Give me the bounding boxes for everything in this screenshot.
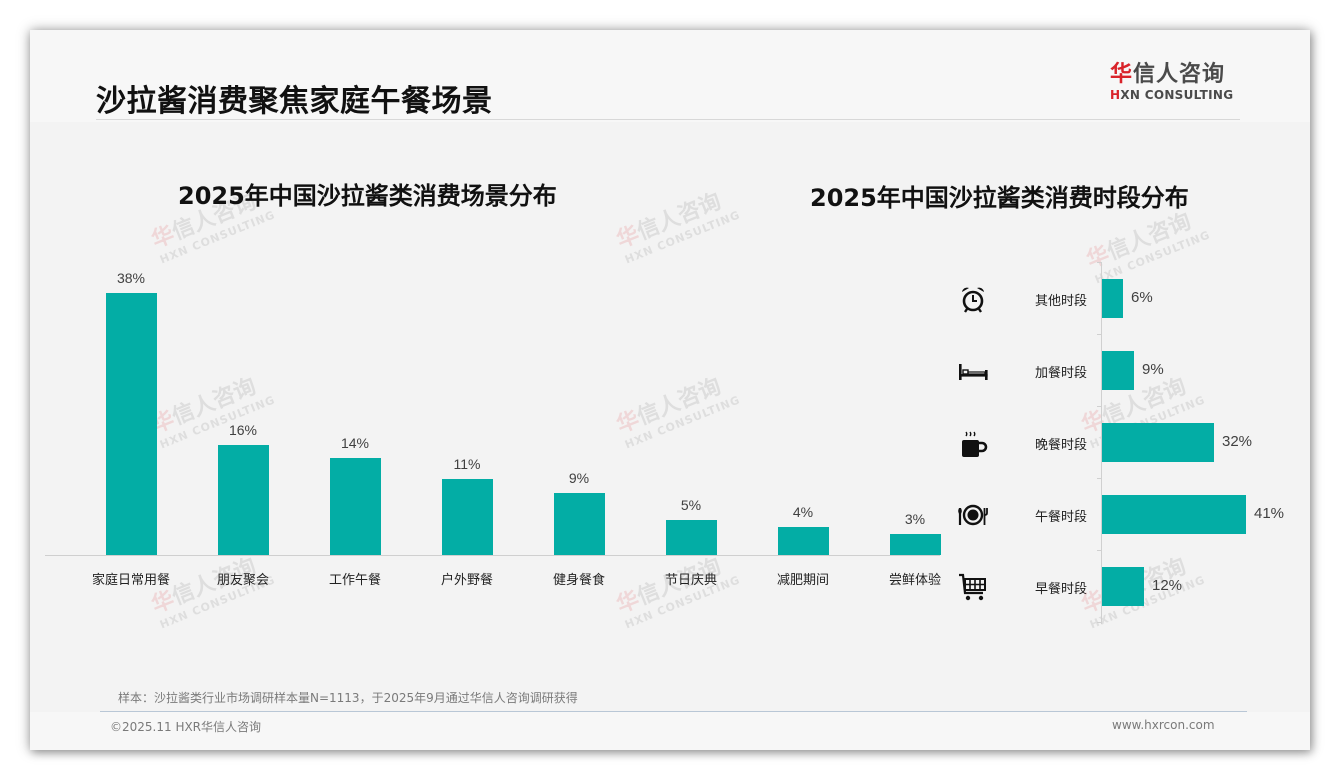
axis-tick: [1097, 406, 1101, 407]
axis-tick: [1097, 550, 1101, 551]
logo-en-mark: H: [1110, 88, 1121, 102]
bar-1: [1102, 351, 1134, 390]
category-label: 晚餐时段: [1035, 438, 1088, 453]
website-link[interactable]: www.hxrcon.com: [1112, 718, 1215, 732]
category-label: 工作午餐: [328, 573, 381, 588]
title-divider: [96, 119, 1240, 120]
scene-bar-chart: 38% 家庭日常用餐 16% 朋友聚会 14% 工作午餐 11% 户外野餐 9% 健身餐食 5% 节日…: [45, 260, 941, 590]
brand-logo: 华信人咨询 HXN CONSULTING: [1110, 62, 1240, 102]
category-label: 减肥期间: [776, 573, 829, 588]
bar-3: [1102, 495, 1246, 534]
bar-value-label: 14%: [340, 435, 370, 451]
bar-1: [218, 445, 269, 555]
bar-value-label: 41%: [1254, 505, 1285, 522]
category-label: 加餐时段: [1035, 366, 1088, 381]
bar-5: [666, 520, 717, 555]
bar-0: [106, 293, 157, 555]
header-band: [30, 30, 1310, 122]
page-title: 沙拉酱消费聚焦家庭午餐场景: [96, 84, 493, 119]
bar-7: [890, 534, 941, 555]
bar-0: [1102, 279, 1123, 318]
hot-cup-icon: [957, 427, 989, 459]
category-label: 健身餐食: [552, 573, 605, 588]
copyright: ©2025.11 HXR华信人咨询: [110, 720, 262, 734]
axis-tick: [1097, 622, 1101, 623]
bar-value-label: 12%: [1152, 577, 1183, 594]
bar-value-label: 9%: [568, 470, 590, 486]
logo-cn-text: 信人咨询: [1133, 62, 1226, 87]
bar-value-label: 6%: [1131, 289, 1153, 306]
logo-mark: 华: [1110, 62, 1134, 87]
category-label: 家庭日常用餐: [91, 573, 170, 588]
footer-band: [30, 712, 1310, 750]
category-label: 早餐时段: [1035, 582, 1088, 597]
plate-cutlery-icon: [957, 499, 989, 531]
category-label: 朋友聚会: [216, 573, 269, 588]
axis-tick: [1097, 334, 1101, 335]
scene-chart-title: 2025年中国沙拉酱类消费场景分布: [178, 182, 557, 210]
bar-4: [1102, 567, 1144, 606]
axis-tick: [1097, 478, 1101, 479]
time-bar-chart: 其他时段 6% 加餐时段 9% 晚餐时段 32% 午餐时段 41% 早餐时段 12%: [945, 262, 1305, 627]
bed-icon: [957, 355, 989, 387]
bar-value-label: 11%: [453, 456, 481, 472]
bar-value-label: 32%: [1222, 433, 1253, 450]
bar-3: [442, 479, 493, 555]
category-label: 其他时段: [1035, 294, 1088, 309]
bar-2: [1102, 423, 1214, 462]
category-label: 户外野餐: [440, 573, 493, 588]
bar-value-label: 4%: [792, 504, 814, 520]
bar-6: [778, 527, 829, 555]
category-label: 节日庆典: [664, 573, 717, 588]
bar-2: [330, 458, 381, 555]
axis-tick: [1097, 262, 1101, 263]
y-axis-line: [1101, 262, 1102, 624]
bar-4: [554, 493, 605, 555]
category-label: 尝鲜体验: [888, 573, 941, 588]
bar-value-label: 3%: [904, 511, 926, 527]
bar-value-label: 9%: [1142, 361, 1164, 378]
sample-note: 样本：沙拉酱类行业市场调研样本量N=1113，于2025年9月通过华信人咨询调研…: [118, 691, 578, 705]
logo-en-text: XN CONSULTING: [1120, 88, 1234, 102]
category-label: 午餐时段: [1035, 510, 1088, 525]
footer-divider: [100, 711, 1247, 712]
time-chart-title: 2025年中国沙拉酱类消费时段分布: [810, 184, 1189, 212]
slide-card: 沙拉酱消费聚焦家庭午餐场景 华信人咨询 HXN CONSULTING 华信人咨询…: [30, 30, 1310, 750]
x-axis-line: [45, 555, 940, 556]
bar-value-label: 5%: [680, 497, 702, 513]
bar-value-label: 16%: [228, 422, 258, 438]
alarm-clock-icon: [957, 283, 989, 315]
shopping-cart-icon: [957, 571, 989, 603]
bar-value-label: 38%: [116, 270, 146, 286]
